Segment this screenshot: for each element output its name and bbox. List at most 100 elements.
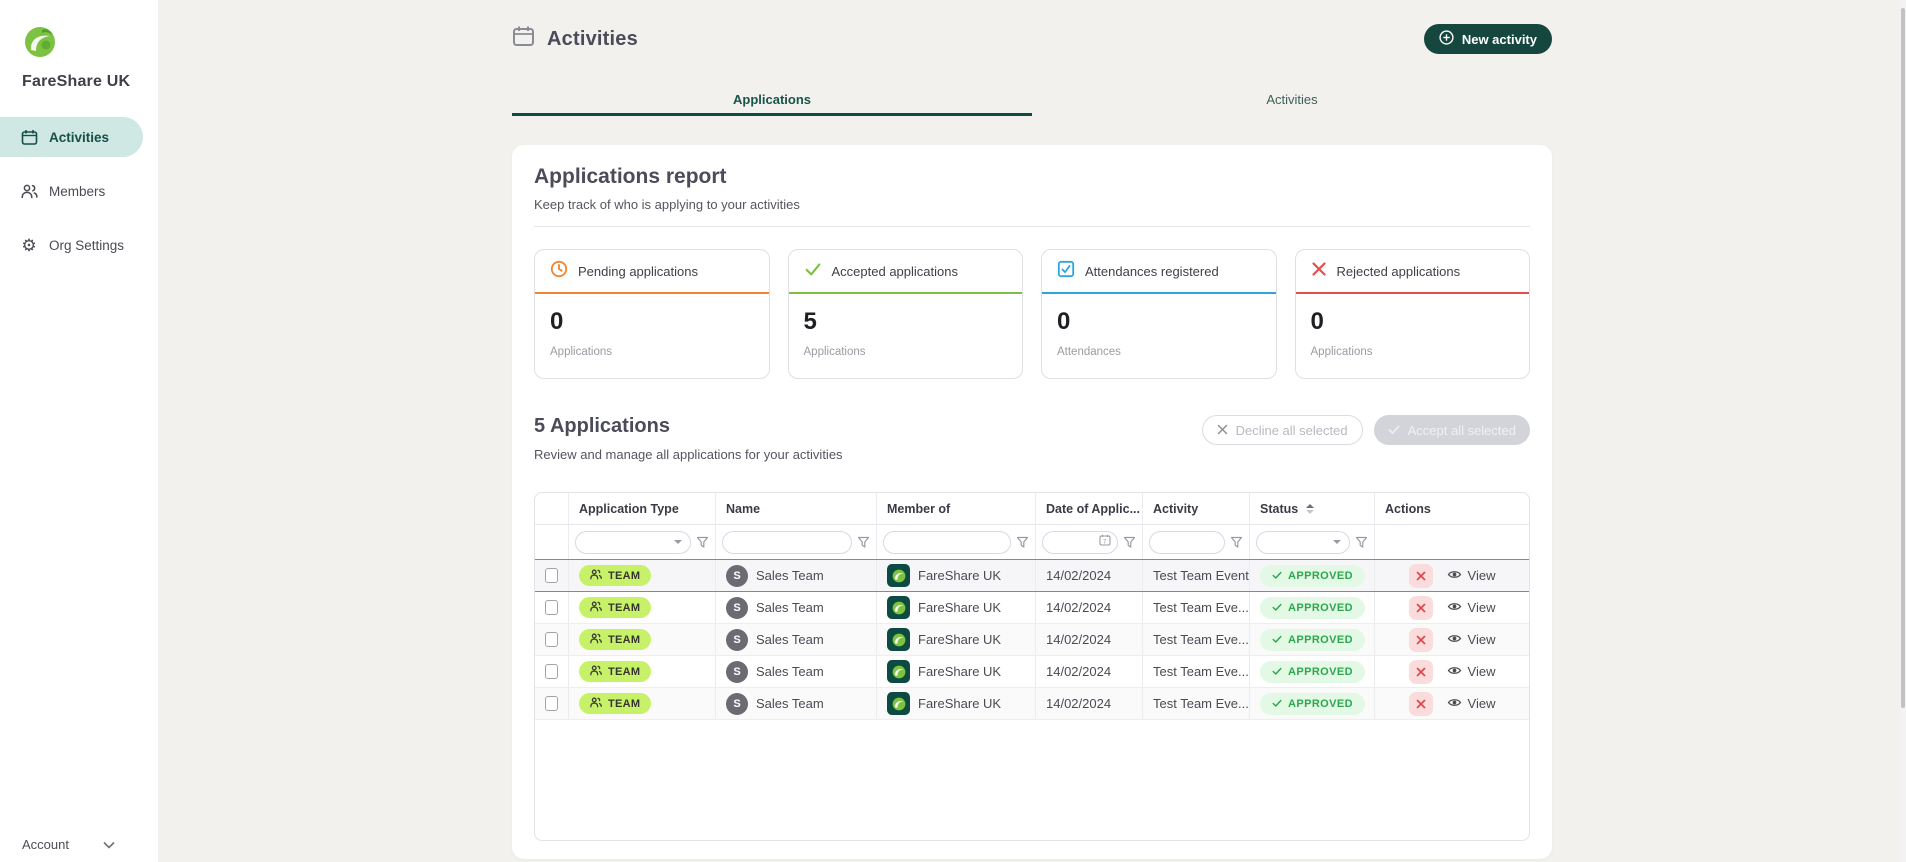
status-badge: APPROVED	[1260, 565, 1365, 587]
filter-cell-actions	[1375, 525, 1529, 559]
select-all-header-cell	[535, 493, 569, 524]
reject-application-button[interactable]	[1409, 628, 1433, 652]
scrollbar-thumb[interactable]	[1901, 8, 1905, 708]
view-application-link[interactable]: View	[1447, 600, 1496, 615]
team-icon	[590, 569, 602, 583]
sidebar-item-members[interactable]: Members	[0, 171, 158, 211]
sidebar-item-activities[interactable]: Activities	[0, 117, 143, 157]
stat-value: 5	[789, 294, 1023, 336]
application-type-filter-select[interactable]	[575, 531, 691, 554]
column-header-actions: Actions	[1375, 493, 1529, 524]
team-badge: TEAM	[579, 661, 651, 682]
avatar: S	[726, 565, 748, 587]
funnel-icon[interactable]	[1123, 536, 1136, 549]
applications-subtitle: Review and manage all applications for y…	[534, 447, 843, 462]
funnel-icon[interactable]	[1016, 536, 1029, 549]
eye-icon	[1447, 664, 1462, 679]
view-application-link[interactable]: View	[1447, 632, 1496, 647]
tab-applications[interactable]: Applications	[512, 88, 1032, 116]
reject-application-button[interactable]	[1409, 596, 1433, 620]
stat-card-rejected: Rejected applications 0 Applications	[1295, 249, 1531, 379]
row-checkbox[interactable]	[545, 696, 558, 711]
sidebar: FareShare UK Activities	[0, 0, 158, 862]
report-title: Applications report	[534, 165, 1530, 189]
org-logo-avatar	[887, 660, 910, 683]
name-filter-input[interactable]	[722, 531, 852, 554]
stat-card-attendances: Attendances registered 0 Attendances	[1041, 249, 1277, 379]
reject-application-button[interactable]	[1409, 692, 1433, 716]
accept-all-button[interactable]: Accept all selected	[1374, 415, 1530, 445]
status-filter-select[interactable]	[1256, 531, 1350, 554]
applications-table: Application Type Name Member of Date of …	[534, 492, 1530, 841]
org-logo-avatar	[887, 596, 910, 619]
accept-check-icon	[1388, 423, 1400, 438]
reject-application-button[interactable]	[1409, 660, 1433, 684]
sort-icon	[1306, 504, 1314, 514]
row-checkbox[interactable]	[545, 600, 558, 615]
eye-icon	[1447, 568, 1462, 583]
view-application-link[interactable]: View	[1447, 696, 1496, 711]
stat-card-pending: Pending applications 0 Applications	[534, 249, 770, 379]
calendar-icon	[20, 128, 38, 146]
calendar-icon	[512, 25, 535, 53]
org-logo-avatar	[887, 628, 910, 651]
team-icon	[590, 633, 602, 647]
page-title: Activities	[547, 28, 638, 51]
funnel-icon[interactable]	[1355, 536, 1368, 549]
clock-icon	[550, 260, 568, 283]
tab-activities[interactable]: Activities	[1032, 88, 1552, 116]
row-checkbox[interactable]	[545, 568, 558, 583]
column-header-name[interactable]: Name	[716, 493, 877, 524]
funnel-icon[interactable]	[696, 536, 709, 549]
sidebar-item-label: Members	[49, 184, 105, 199]
table-header-row: Application Type Name Member of Date of …	[535, 493, 1529, 525]
view-application-link[interactable]: View	[1447, 664, 1496, 679]
date-filter-input[interactable]: 7	[1042, 531, 1118, 554]
activity-filter-input[interactable]	[1149, 531, 1225, 554]
decline-x-icon	[1217, 423, 1228, 438]
row-checkbox[interactable]	[545, 632, 558, 647]
fareshare-logo	[22, 47, 58, 64]
reject-application-button[interactable]	[1409, 564, 1433, 588]
stat-value: 0	[1296, 294, 1530, 336]
caret-down-icon	[1333, 540, 1341, 544]
stats-row: Pending applications 0 Applications Acce…	[534, 249, 1530, 379]
stat-unit: Attendances	[1042, 336, 1276, 358]
decline-all-button[interactable]: Decline all selected	[1202, 415, 1363, 445]
eye-icon	[1447, 696, 1462, 711]
account-label: Account	[22, 837, 69, 852]
stat-label: Rejected applications	[1337, 264, 1461, 279]
x-icon	[1311, 261, 1327, 282]
column-header-activity[interactable]: Activity	[1143, 493, 1250, 524]
member-of-filter-input[interactable]	[883, 531, 1011, 554]
status-badge: APPROVED	[1260, 661, 1365, 683]
eye-icon	[1447, 632, 1462, 647]
row-checkbox[interactable]	[545, 664, 558, 679]
team-badge: TEAM	[579, 565, 651, 586]
column-header-status[interactable]: Status	[1250, 493, 1375, 524]
org-logo-avatar	[887, 692, 910, 715]
status-badge: APPROVED	[1260, 693, 1365, 715]
column-header-date[interactable]: Date of Applic...	[1036, 493, 1143, 524]
stat-label: Accepted applications	[832, 264, 958, 279]
table-row: TEAM SSales Team FareShare UK 14/02/2024…	[535, 656, 1529, 688]
table-row: TEAM SSales Team FareShare UK 14/02/2024…	[535, 624, 1529, 656]
stat-label: Pending applications	[578, 264, 698, 279]
brand: FareShare UK	[0, 0, 158, 91]
team-badge: TEAM	[579, 597, 651, 618]
sidebar-item-org-settings[interactable]: ⚙ Org Settings	[0, 225, 158, 265]
funnel-icon[interactable]	[857, 536, 870, 549]
scrollbar-track	[1900, 0, 1906, 862]
team-badge: TEAM	[579, 693, 651, 714]
stat-label: Attendances registered	[1085, 264, 1219, 279]
members-icon	[20, 182, 38, 200]
new-activity-button[interactable]: New activity	[1424, 24, 1552, 54]
funnel-icon[interactable]	[1230, 536, 1243, 549]
attendance-check-icon	[1057, 260, 1075, 283]
account-menu[interactable]: Account	[22, 837, 115, 852]
stat-card-accepted: Accepted applications 5 Applications	[788, 249, 1024, 379]
column-header-member-of[interactable]: Member of	[877, 493, 1036, 524]
status-badge: APPROVED	[1260, 629, 1365, 651]
view-application-link[interactable]: View	[1447, 568, 1496, 583]
column-header-application-type[interactable]: Application Type	[569, 493, 716, 524]
